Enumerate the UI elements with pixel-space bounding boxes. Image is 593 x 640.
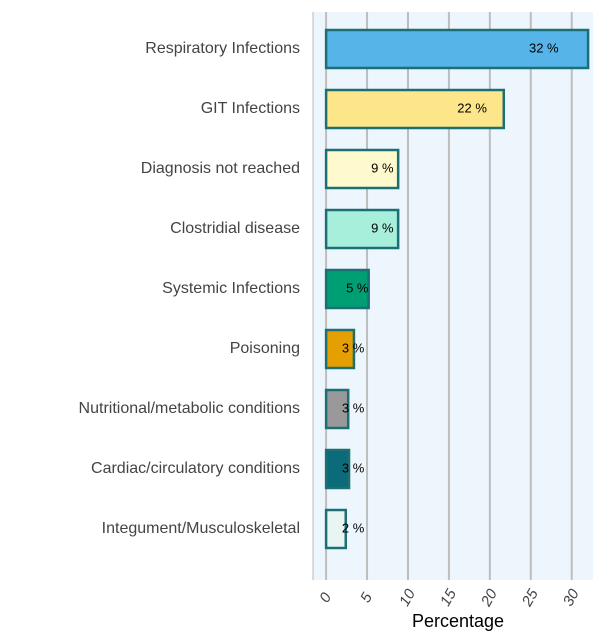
data-label: 9 % <box>371 160 394 175</box>
x-tick-label: 10 <box>396 586 419 610</box>
y-tick-label: Integument/Musculoskeletal <box>102 520 300 537</box>
y-tick-label: Poisoning <box>230 340 300 357</box>
x-tick-label: 25 <box>518 586 542 610</box>
data-label: 5 % <box>346 280 369 295</box>
bar <box>324 328 356 370</box>
y-tick-label: Clostridial disease <box>170 220 300 237</box>
y-tick-label: Respiratory Infections <box>145 40 300 57</box>
data-label: 3 % <box>342 460 365 475</box>
y-tick-label: Diagnosis not reached <box>141 160 300 177</box>
data-label: 2 % <box>342 520 365 535</box>
data-label: 32 % <box>529 40 559 55</box>
bar <box>324 28 590 70</box>
bar <box>324 208 400 250</box>
bar <box>324 448 351 490</box>
x-tick-label: 30 <box>560 586 583 610</box>
x-axis-title: Percentage <box>412 611 504 631</box>
bar <box>324 88 506 130</box>
bar <box>324 388 350 430</box>
bar <box>324 268 370 310</box>
x-tick-label: 5 <box>357 589 376 605</box>
data-label: 3 % <box>342 340 365 355</box>
x-tick-label: 15 <box>437 586 460 610</box>
data-label: 22 % <box>457 100 487 115</box>
y-tick-label: Nutritional/metabolic conditions <box>79 400 300 417</box>
bar <box>324 148 400 190</box>
y-tick-label: GIT Infections <box>201 100 300 117</box>
data-label: 3 % <box>342 400 365 415</box>
bar <box>324 508 347 550</box>
y-tick-label: Cardiac/circulatory conditions <box>91 460 300 477</box>
x-tick-label: 20 <box>477 586 501 610</box>
x-tick-label: 0 <box>316 589 335 605</box>
y-tick-label: Systemic Infections <box>162 280 300 297</box>
data-label: 9 % <box>371 220 394 235</box>
